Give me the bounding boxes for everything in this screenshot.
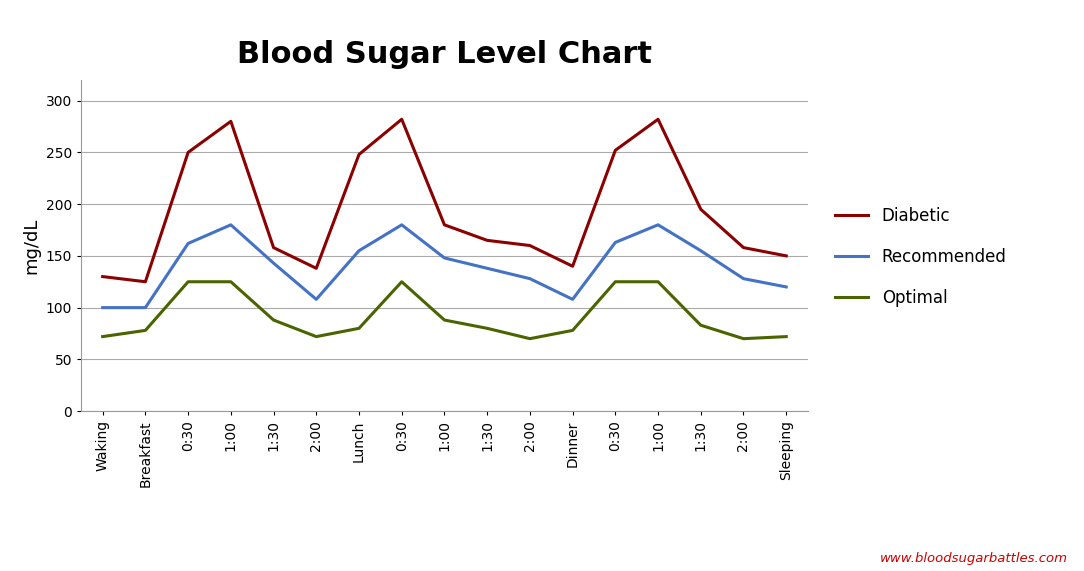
- Text: www.bloodsugarbattles.com: www.bloodsugarbattles.com: [880, 552, 1068, 565]
- Title: Blood Sugar Level Chart: Blood Sugar Level Chart: [237, 41, 651, 69]
- Y-axis label: mg/dL: mg/dL: [23, 218, 40, 274]
- Legend: Diabetic, Recommended, Optimal: Diabetic, Recommended, Optimal: [827, 198, 1015, 316]
